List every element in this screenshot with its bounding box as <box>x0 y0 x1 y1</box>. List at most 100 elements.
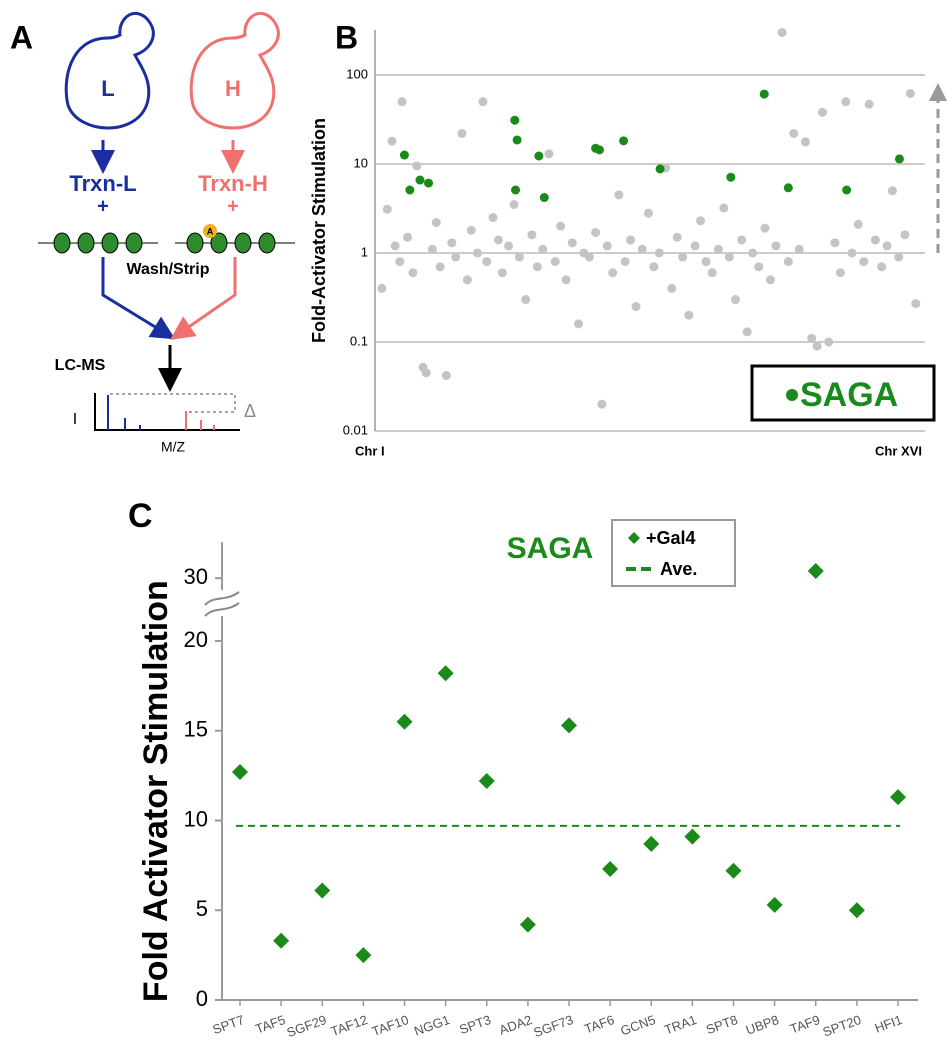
point <box>408 268 418 278</box>
point <box>824 337 834 347</box>
legend-marker <box>628 532 640 544</box>
y-tick-label: 30 <box>184 564 208 589</box>
y-tick-label: 20 <box>184 627 208 652</box>
panel-label: B <box>335 19 358 55</box>
y-tick-label: 0.01 <box>343 422 368 437</box>
plus: + <box>227 195 239 217</box>
y-tick-label: 100 <box>346 66 368 81</box>
cell-h <box>189 12 280 130</box>
arrow <box>101 257 176 340</box>
x-tick-label: TAF5 <box>253 1012 287 1037</box>
point <box>800 137 810 147</box>
point <box>614 190 624 200</box>
point <box>521 295 531 305</box>
axis-break <box>204 590 240 617</box>
point <box>842 185 852 195</box>
legend-box <box>750 364 936 422</box>
y-tick-label: 1 <box>361 244 368 259</box>
point <box>684 310 694 320</box>
step-label: Wash/Strip <box>127 261 210 278</box>
point <box>737 235 747 245</box>
point <box>853 219 863 229</box>
point <box>403 232 413 242</box>
point <box>649 262 659 272</box>
point <box>561 275 571 285</box>
ms-spectrum <box>94 393 240 431</box>
point <box>812 341 822 351</box>
point <box>567 238 577 248</box>
point <box>538 244 548 254</box>
point <box>514 252 524 262</box>
x-tick-label: SPT7 <box>211 1012 247 1037</box>
point <box>396 713 413 730</box>
point <box>894 252 904 262</box>
legend-label: Ave. <box>660 559 697 579</box>
point <box>766 896 783 913</box>
point <box>488 213 498 223</box>
y-tick-label: 15 <box>184 717 208 742</box>
point <box>701 257 711 267</box>
point <box>830 238 840 248</box>
point <box>643 208 653 218</box>
point <box>447 238 457 248</box>
point <box>684 828 701 845</box>
point <box>466 225 476 235</box>
point <box>631 302 641 312</box>
point <box>730 295 740 305</box>
point <box>696 216 706 226</box>
y-axis-label: Fold-Activator Stimulation <box>309 118 329 343</box>
point <box>594 145 604 155</box>
point <box>765 275 775 285</box>
point <box>532 262 542 272</box>
point <box>511 185 521 195</box>
x-tick-label: SGF29 <box>285 1012 329 1040</box>
x-tick-label: UBP8 <box>744 1012 781 1038</box>
point <box>478 773 495 790</box>
point <box>544 149 554 159</box>
point <box>807 562 824 579</box>
point <box>905 88 915 98</box>
point <box>643 835 660 852</box>
point <box>719 203 729 213</box>
point <box>759 89 769 99</box>
step-label: LC-MS <box>55 357 106 374</box>
ms-axis-label: I <box>73 411 77 428</box>
y-tick-label: 10 <box>354 155 368 170</box>
point <box>724 252 734 262</box>
point <box>726 172 736 182</box>
point <box>462 275 472 285</box>
point <box>405 185 415 195</box>
y-tick-label: 5 <box>196 896 208 921</box>
arrow <box>170 257 237 340</box>
cell-label: L <box>101 76 114 101</box>
x-tick-label: TAF6 <box>582 1012 616 1037</box>
point <box>472 248 482 258</box>
x-tick-label: GCN5 <box>618 1012 657 1038</box>
ms-axis-label: M/Z <box>161 439 186 455</box>
acetyl-label: A <box>207 226 214 236</box>
point <box>519 916 536 933</box>
point <box>435 262 445 272</box>
point <box>794 244 804 254</box>
point <box>760 223 770 233</box>
legend-box <box>611 519 736 587</box>
x-axis-label: Chr I <box>355 443 385 458</box>
point <box>441 371 451 381</box>
point <box>390 241 400 251</box>
point <box>870 235 880 245</box>
point <box>377 283 387 293</box>
nucleosome-array <box>38 224 295 254</box>
x-tick-label: SGF73 <box>531 1012 575 1040</box>
point <box>619 136 629 146</box>
point <box>608 268 618 278</box>
reaction-label: Trxn-L <box>69 171 136 196</box>
point <box>626 235 636 245</box>
point <box>421 368 431 378</box>
point <box>232 764 248 781</box>
point <box>783 257 793 267</box>
point <box>597 399 607 409</box>
point <box>550 257 560 267</box>
point <box>841 97 851 107</box>
